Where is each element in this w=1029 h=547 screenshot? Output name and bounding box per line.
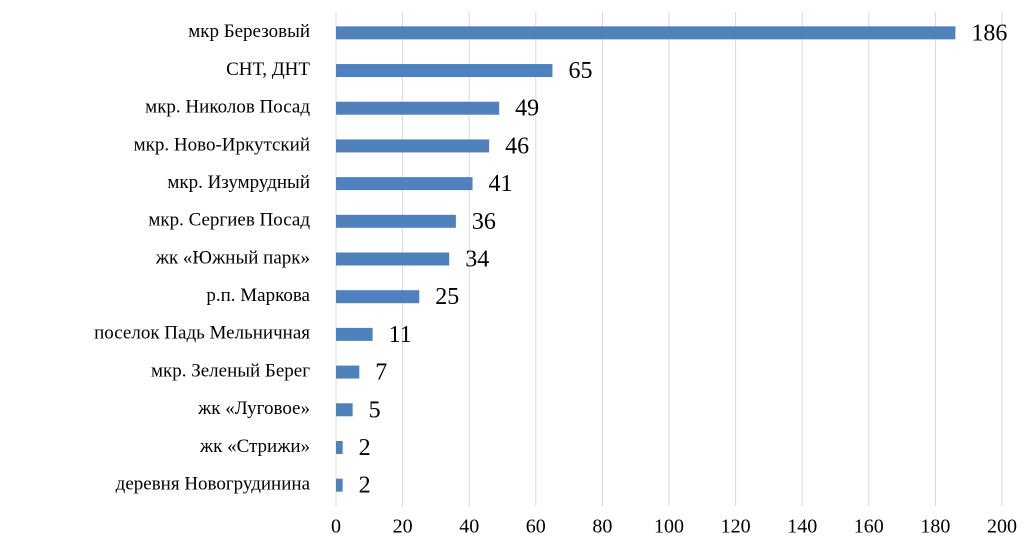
bar (336, 478, 343, 492)
x-tick-label: 200 (987, 516, 1017, 538)
y-tick-label: мкр. Изумрудный (167, 172, 310, 193)
y-tick-label: деревня Новогрудинина (116, 474, 311, 495)
x-tick-label: 140 (787, 516, 817, 538)
value-label: 186 (971, 20, 1007, 46)
bar (336, 403, 353, 417)
y-tick-label: мкр. Николов Посад (145, 97, 310, 118)
bar (336, 26, 956, 40)
value-label: 49 (515, 96, 539, 122)
bar (336, 290, 420, 304)
y-tick-label: мкр. Зеленый Берег (151, 360, 310, 381)
bar (336, 64, 553, 78)
x-tick-label: 0 (331, 516, 341, 538)
value-label: 25 (435, 284, 459, 310)
y-tick-label: мкр. Ново-Иркутский (134, 134, 310, 155)
value-label: 41 (489, 171, 513, 197)
value-label: 2 (359, 435, 371, 461)
bar (336, 214, 456, 228)
y-tick-label: поселок Падь Мельничная (94, 323, 310, 344)
value-label: 34 (465, 247, 489, 273)
value-label: 46 (505, 133, 529, 159)
bar (336, 440, 343, 454)
x-tick-label: 160 (854, 516, 884, 538)
y-tick-label: р.п. Маркова (206, 285, 310, 306)
x-tick-label: 100 (654, 516, 684, 538)
y-tick-label: жк «Стрижи» (199, 436, 310, 457)
y-tick-label: жк «Луговое» (197, 398, 310, 419)
bar (336, 327, 373, 341)
y-tick-label: мкр Березовый (188, 21, 310, 42)
x-tick-label: 120 (721, 516, 751, 538)
bar (336, 139, 490, 153)
bar (336, 101, 500, 115)
x-tick-label: 40 (459, 516, 479, 538)
x-tick-label: 20 (393, 516, 413, 538)
value-label: 11 (389, 322, 412, 348)
x-tick-label: 80 (592, 516, 612, 538)
bar (336, 252, 450, 266)
value-label: 36 (472, 209, 496, 235)
value-label: 7 (375, 360, 387, 386)
value-label: 2 (359, 473, 371, 499)
bar (336, 177, 473, 191)
value-label: 5 (369, 397, 381, 423)
x-tick-label: 60 (526, 516, 546, 538)
x-tick-label: 180 (920, 516, 950, 538)
value-label: 65 (568, 58, 592, 84)
y-tick-label: жк «Южный парк» (155, 247, 310, 268)
bar (336, 365, 360, 379)
y-tick-label: мкр. Сергиев Посад (148, 210, 310, 231)
y-tick-label: СНТ, ДНТ (226, 59, 310, 80)
